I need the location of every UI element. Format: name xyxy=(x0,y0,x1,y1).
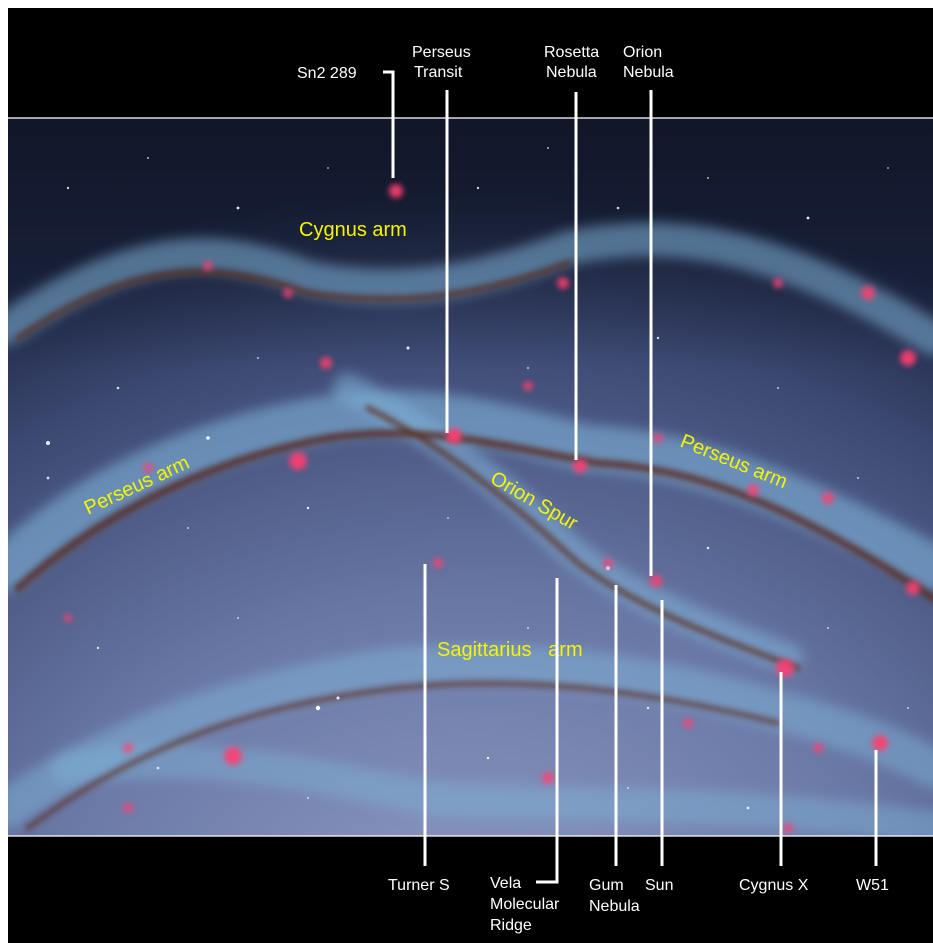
rosetta-nebula-line-1: Rosetta xyxy=(544,44,599,61)
rosetta-nebula-label: Rosetta Nebula xyxy=(544,44,604,81)
perseus-transit-line-2: Transit xyxy=(414,64,463,81)
perseus-transit-region xyxy=(446,428,462,444)
cygnus-arm-label: Cygnus arm xyxy=(299,219,407,241)
gum-nebula-line-2: Nebula xyxy=(589,898,640,915)
orion-spur-glow xyxy=(333,373,803,673)
vela-line-2: Molecular xyxy=(490,896,560,913)
vela-line-1: Vela xyxy=(490,875,521,892)
sagittarius-arm-label: Sagittarius arm xyxy=(437,639,583,661)
star-forming-regions xyxy=(64,184,920,833)
cygnus-x-region xyxy=(776,659,794,677)
vela-molecular-ridge-pointer xyxy=(536,578,559,884)
rosetta-nebula-line-2: Nebula xyxy=(546,64,597,81)
vela-line-3: Ridge xyxy=(490,917,532,934)
perseus-transit-label: Perseus Transit xyxy=(412,44,475,81)
galaxy-panel xyxy=(8,118,933,836)
sn2-289-label: Sn2 289 xyxy=(297,65,357,82)
orion-nebula-line-1: Orion xyxy=(623,44,662,61)
milky-way-arms-diagram: Cygnus arm Perseus arm Perseus arm Orion… xyxy=(8,8,933,943)
vela-molecular-ridge-label: Vela Molecular Ridge xyxy=(490,875,564,934)
pointer-lines xyxy=(383,70,878,884)
orion-nebula-label: Orion Nebula xyxy=(623,44,674,81)
cygnus-arm-glow xyxy=(8,222,933,355)
perseus-transit-line-1: Perseus xyxy=(412,44,471,61)
star-field xyxy=(46,147,909,810)
orion-nebula-line-2: Nebula xyxy=(623,64,674,81)
gum-nebula-label: Gum Nebula xyxy=(589,877,640,915)
sn2-289-region xyxy=(389,184,403,198)
arm-glow-layer xyxy=(8,222,933,836)
sun-label: Sun xyxy=(645,877,673,894)
turner-s-label: Turner S xyxy=(388,877,450,894)
orion-nebula-region xyxy=(650,575,662,587)
dust-lane-layer xyxy=(14,260,933,831)
cygnus-x-label: Cygnus X xyxy=(739,877,809,894)
w51-label: W51 xyxy=(856,877,889,894)
sagittarius-arm-glow xyxy=(8,644,933,828)
rosetta-nebula-region xyxy=(573,459,587,473)
sn2-289-pointer xyxy=(383,70,395,178)
perseus-arm-glow xyxy=(8,390,933,591)
gum-nebula-line-1: Gum xyxy=(589,877,624,894)
w51-region xyxy=(872,735,888,751)
inner-arm-glow xyxy=(51,744,933,836)
